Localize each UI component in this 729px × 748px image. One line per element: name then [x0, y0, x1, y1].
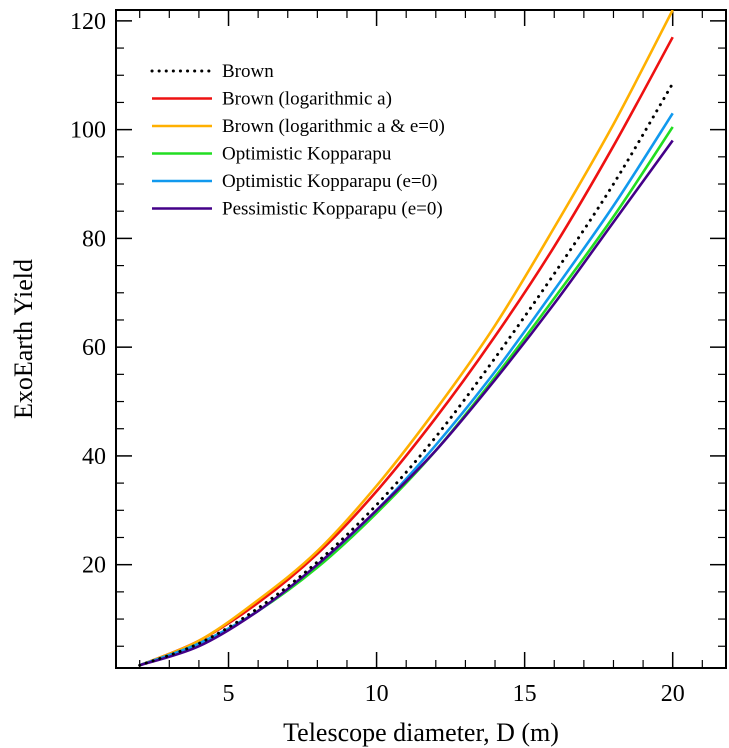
- series-line-0: [138, 81, 675, 667]
- y-axis-title: ExoEarth Yield: [9, 259, 38, 419]
- legend-label: Pessimistic Kopparapu (e=0): [222, 199, 443, 220]
- series-line-4: [139, 112, 674, 667]
- y-tick-label: 40: [82, 444, 106, 470]
- series-lines: [138, 10, 675, 667]
- legend-label: Brown (logarithmic a & e=0): [222, 116, 445, 137]
- legend-label: Brown (logarithmic a): [222, 89, 392, 110]
- y-tick-label: 80: [82, 226, 106, 252]
- legend: Brown Brown (logarithmic a) Brown (logarit…: [150, 61, 445, 220]
- x-tick-label: 15: [513, 681, 537, 707]
- y-tick-label: 120: [70, 9, 106, 35]
- legend-label: Optimistic Kopparapu: [222, 144, 392, 165]
- y-tick-label: 100: [70, 118, 106, 144]
- axis-ticks: 5 10 15 20 20 40 60 80 100 120: [70, 9, 726, 707]
- y-tick-label: 60: [82, 335, 106, 361]
- x-tick-label: 5: [223, 681, 235, 707]
- legend-label: Brown: [222, 61, 274, 82]
- series-line-5: [139, 139, 674, 667]
- series-line-2: [139, 10, 674, 667]
- plot-frame: [115, 9, 727, 669]
- x-axis-title: Telescope diameter, D (m): [283, 718, 559, 747]
- series-line-1: [139, 36, 674, 667]
- x-tick-label: 10: [365, 681, 389, 707]
- x-tick-label: 20: [661, 681, 685, 707]
- y-tick-label: 20: [82, 553, 106, 579]
- legend-label: Optimistic Kopparapu (e=0): [222, 171, 437, 192]
